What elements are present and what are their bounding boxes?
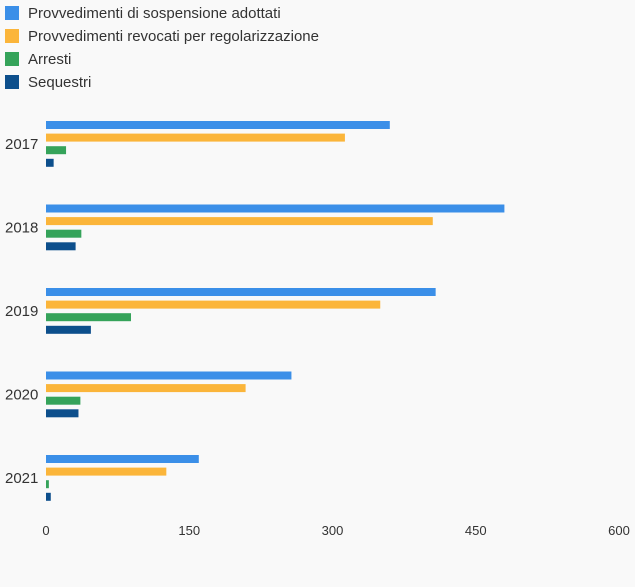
bars-group <box>46 121 505 501</box>
bar-2018-series-4[interactable] <box>46 242 76 251</box>
legend-label-1[interactable]: Provvedimenti di sospensione adottati <box>28 5 281 22</box>
bar-2019-series-2[interactable] <box>46 300 381 309</box>
bar-2018-series-3[interactable] <box>46 229 82 238</box>
category-label-2017: 2017 <box>5 136 38 153</box>
bar-2020-series-4[interactable] <box>46 409 79 418</box>
category-label-2021: 2021 <box>5 470 38 487</box>
chart-legend: Provvedimenti di sospensione adottati Pro… <box>5 5 319 91</box>
legend-swatch-3[interactable] <box>5 52 19 66</box>
bar-2020-series-1[interactable] <box>46 371 292 380</box>
legend-label-2[interactable]: Provvedimenti revocati per regolarizzazi… <box>28 28 319 45</box>
bar-2017-series-4[interactable] <box>46 158 54 167</box>
bar-2017-series-1[interactable] <box>46 121 390 129</box>
bar-2018-series-2[interactable] <box>46 217 433 226</box>
legend-swatch-2[interactable] <box>5 29 19 43</box>
bar-2019-series-1[interactable] <box>46 288 436 296</box>
x-tick-label-450: 450 <box>465 523 487 538</box>
x-tick-label-600: 600 <box>608 523 630 538</box>
category-label-2018: 2018 <box>5 220 38 237</box>
bar-2017-series-3[interactable] <box>46 146 67 155</box>
bar-2018-series-1[interactable] <box>46 204 505 213</box>
x-tick-label-150: 150 <box>178 523 200 538</box>
category-axis: 2017 2018 2019 2020 2021 <box>5 136 38 487</box>
bar-2017-series-2[interactable] <box>46 133 345 142</box>
category-label-2020: 2020 <box>5 387 38 404</box>
legend-label-4[interactable]: Sequestri <box>28 74 91 91</box>
bar-2019-series-3[interactable] <box>46 313 131 322</box>
bar-2021-series-4[interactable] <box>46 492 51 501</box>
category-label-2019: 2019 <box>5 303 38 320</box>
bar-2020-series-3[interactable] <box>46 396 81 405</box>
legend-swatch-1[interactable] <box>5 6 19 20</box>
x-tick-label-0: 0 <box>42 523 49 538</box>
bar-2021-series-3[interactable] <box>46 480 49 489</box>
bar-2021-series-2[interactable] <box>46 467 167 476</box>
bar-2021-series-1[interactable] <box>46 455 199 463</box>
bar-2020-series-2[interactable] <box>46 384 246 393</box>
value-axis: 0 150 300 450 600 <box>42 523 629 538</box>
x-tick-label-300: 300 <box>322 523 344 538</box>
bar-2019-series-4[interactable] <box>46 325 91 334</box>
legend-label-3[interactable]: Arresti <box>28 51 71 68</box>
legend-swatch-4[interactable] <box>5 75 19 89</box>
